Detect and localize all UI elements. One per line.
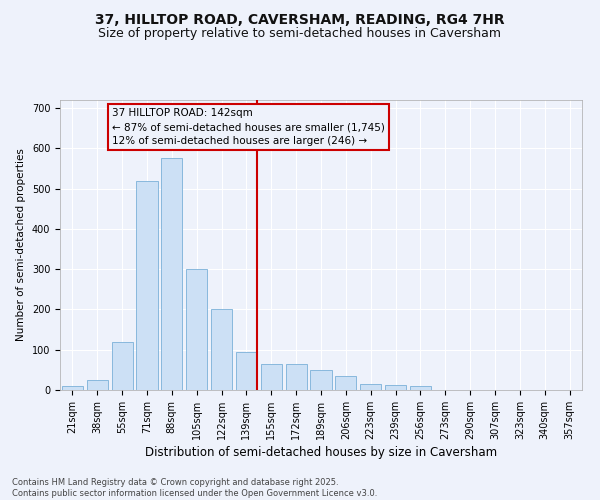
Bar — [186, 269, 207, 390]
Bar — [360, 384, 381, 390]
Text: 37, HILLTOP ROAD, CAVERSHAM, READING, RG4 7HR: 37, HILLTOP ROAD, CAVERSHAM, READING, RG… — [95, 12, 505, 26]
Bar — [410, 386, 431, 390]
Bar — [211, 310, 232, 390]
Bar — [335, 376, 356, 390]
Bar — [161, 158, 182, 390]
Y-axis label: Number of semi-detached properties: Number of semi-detached properties — [16, 148, 26, 342]
Text: Contains HM Land Registry data © Crown copyright and database right 2025.
Contai: Contains HM Land Registry data © Crown c… — [12, 478, 377, 498]
Bar — [62, 386, 83, 390]
Bar — [236, 352, 257, 390]
Bar — [87, 380, 108, 390]
X-axis label: Distribution of semi-detached houses by size in Caversham: Distribution of semi-detached houses by … — [145, 446, 497, 459]
Bar — [385, 385, 406, 390]
Bar — [136, 180, 158, 390]
Bar — [310, 370, 332, 390]
Bar — [112, 342, 133, 390]
Text: Size of property relative to semi-detached houses in Caversham: Size of property relative to semi-detach… — [98, 28, 502, 40]
Text: 37 HILLTOP ROAD: 142sqm
← 87% of semi-detached houses are smaller (1,745)
12% of: 37 HILLTOP ROAD: 142sqm ← 87% of semi-de… — [112, 108, 385, 146]
Bar — [286, 364, 307, 390]
Bar — [261, 364, 282, 390]
